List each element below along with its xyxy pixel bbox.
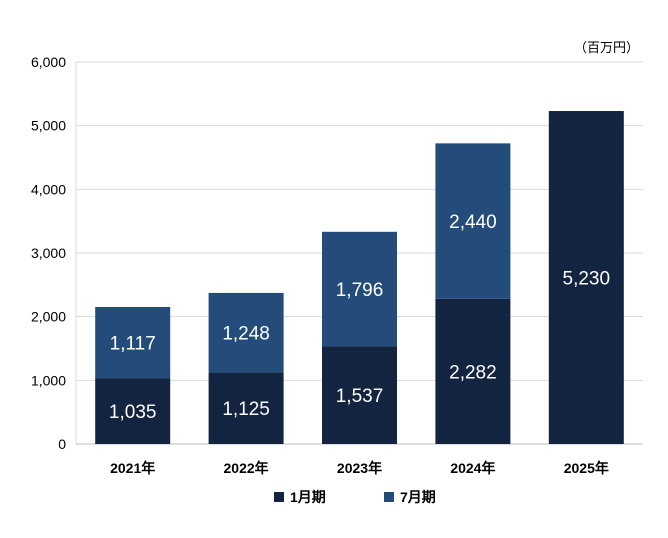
data-label: 5,230 (563, 269, 611, 290)
legend-label: 7月期 (400, 489, 436, 505)
bar-jan (435, 298, 511, 444)
data-labels: 1,035 1,117 1,125 1,248 1,537 1,796 2,282 2,440… (109, 212, 610, 423)
legend-swatch (384, 492, 394, 502)
data-label: 2,440 (449, 212, 497, 233)
x-axis-ticks: 2021年 2022年 2023年 2024年 2025年 (110, 460, 609, 476)
y-axis-ticks: 0 1,000 2,000 3,000 4,000 5,000 6,000 (31, 54, 66, 452)
y-tick-label: 1,000 (31, 372, 66, 388)
unit-label: （百万円） (574, 40, 639, 55)
data-label: 1,125 (222, 399, 270, 420)
y-tick-label: 4,000 (31, 181, 66, 197)
y-tick-label: 0 (58, 436, 66, 452)
x-tick-label: 2025年 (564, 460, 609, 476)
bar-jul (435, 143, 511, 299)
x-tick-label: 2022年 (224, 460, 269, 476)
x-tick-label: 2023年 (337, 460, 382, 476)
y-tick-label: 5,000 (31, 118, 66, 134)
bar-jul (208, 292, 284, 373)
data-label: 2,282 (449, 362, 497, 383)
bar-jan (548, 111, 624, 445)
bar-jan (95, 378, 171, 444)
bar-jul (95, 306, 171, 379)
legend-label: 1月期 (290, 489, 326, 505)
y-tick-label: 6,000 (31, 54, 66, 70)
bar-jan (208, 372, 284, 444)
x-tick-label: 2021年 (110, 460, 155, 476)
bar-jul (322, 231, 397, 347)
data-label: 1,035 (109, 402, 157, 423)
y-tick-label: 2,000 (31, 309, 66, 325)
bar-jan (322, 346, 397, 444)
data-label: 1,537 (336, 386, 384, 407)
bars (95, 111, 624, 445)
legend-swatch (274, 492, 284, 502)
y-tick-label: 3,000 (31, 245, 66, 261)
data-label: 1,117 (110, 334, 156, 355)
data-label: 1,248 (222, 324, 270, 345)
x-tick-label: 2024年 (450, 460, 495, 476)
legend: 1月期 7月期 (274, 489, 436, 505)
data-label: 1,796 (336, 280, 384, 301)
